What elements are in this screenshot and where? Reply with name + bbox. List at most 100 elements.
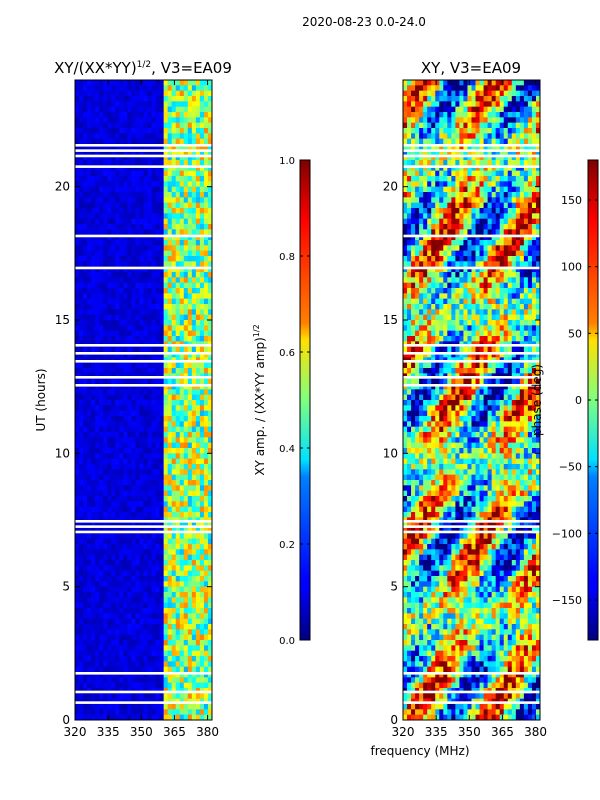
amplitude-heatmap-cell (159, 234, 164, 241)
amplitude-heatmap-cell (187, 80, 193, 86)
amplitude-heatmap-cell (103, 672, 108, 678)
amplitude-heatmap-cell (143, 330, 148, 337)
amplitude-heatmap-cell (167, 533, 173, 539)
amplitude-heatmap-cell (167, 602, 173, 609)
amplitude-heatmap-cell (163, 309, 168, 315)
phase-heatmap-cell (467, 149, 472, 155)
amplitude-heatmap-cell (163, 410, 168, 417)
amplitude-heatmap-cell (119, 224, 124, 230)
amplitude-heatmap-cell (207, 693, 212, 699)
phase-heatmap-cell (467, 165, 472, 171)
phase-heatmap-cell (411, 133, 416, 139)
amplitude-heatmap-cell (175, 538, 181, 545)
amplitude-heatmap-cell (191, 240, 197, 246)
amplitude-heatmap-cell (151, 186, 156, 193)
amplitude-heatmap-cell (95, 506, 100, 513)
amplitude-heatmap-cell (171, 80, 177, 86)
amplitude-heatmap-cell (203, 192, 209, 198)
amplitude-heatmap-cell (119, 496, 124, 502)
phase-heatmap-cell (515, 133, 521, 139)
phase-heatmap-cell (523, 154, 529, 161)
amplitude-heatmap-cell (127, 426, 132, 433)
amplitude-heatmap-cell (127, 298, 132, 305)
amplitude-heatmap-cell (83, 282, 88, 289)
phase-heatmap-cell (419, 101, 424, 107)
phase-heatmap-cell (523, 85, 529, 91)
amplitude-heatmap-cell (163, 181, 168, 187)
amplitude-heatmap-cell (99, 282, 104, 289)
amplitude-heatmap-cell (155, 442, 160, 449)
amplitude-heatmap-cell (87, 650, 92, 657)
phase-heatmap-cell (439, 202, 444, 209)
amplitude-heatmap-cell (87, 234, 92, 241)
amplitude-heatmap-cell (183, 656, 189, 662)
amplitude-heatmap-cell (179, 165, 185, 171)
amplitude-heatmap-cell (95, 544, 100, 550)
amplitude-heatmap-cell (199, 352, 205, 358)
amplitude-heatmap-cell (135, 448, 140, 454)
phase-heatmap-cell (495, 197, 501, 203)
amplitude-heatmap-cell (179, 288, 185, 294)
amplitude-heatmap-cell (75, 234, 80, 241)
amplitude-heatmap-cell (115, 624, 120, 630)
amplitude-heatmap-cell (103, 485, 108, 491)
amplitude-heatmap-cell (203, 693, 209, 699)
amplitude-heatmap-cell (187, 608, 193, 614)
amplitude-heatmap-cell (119, 538, 124, 545)
amplitude-heatmap-cell (175, 666, 181, 673)
amplitude-heatmap-cell (191, 672, 197, 678)
amplitude-heatmap-cell (87, 597, 92, 603)
amplitude-heatmap-cell (79, 682, 84, 689)
amplitude-heatmap-cell (183, 165, 189, 171)
amplitude-heatmap-cell (139, 469, 144, 475)
amplitude-heatmap-cell (115, 224, 120, 230)
amplitude-heatmap-cell (199, 346, 205, 353)
amplitude-heatmap-cell (119, 293, 124, 299)
amplitude-heatmap-cell (199, 554, 205, 561)
amplitude-heatmap-cell (123, 618, 128, 625)
amplitude-heatmap-cell (199, 656, 205, 662)
phase-heatmap-cell (475, 80, 480, 86)
phase-heatmap-cell (507, 154, 513, 161)
amplitude-x-tick-label: 380 (196, 725, 219, 739)
phase-heatmap-cell (443, 149, 448, 155)
amplitude-heatmap-cell (195, 501, 201, 507)
amplitude-heatmap-cell (159, 586, 164, 593)
amplitude-heatmap-cell (111, 261, 116, 267)
phase-heatmap-cell (447, 101, 452, 107)
amplitude-heatmap-cell (115, 437, 120, 443)
amplitude-heatmap-cell (207, 288, 212, 294)
amplitude-heatmap-cell (191, 309, 197, 315)
phase-heatmap-cell (411, 117, 416, 123)
amplitude-heatmap-cell (167, 101, 173, 107)
amplitude-heatmap-cell (167, 325, 173, 331)
amplitude-heatmap-cell (95, 192, 100, 198)
amplitude-heatmap-cell (95, 650, 100, 657)
amplitude-heatmap-cell (99, 133, 104, 139)
phase-heatmap-cell (459, 138, 464, 145)
amplitude-heatmap-cell (135, 378, 140, 385)
amplitude-heatmap-cell (207, 426, 212, 433)
amplitude-heatmap-cell (143, 122, 148, 129)
amplitude-heatmap-cell (143, 634, 148, 641)
amplitude-heatmap-cell (95, 464, 100, 470)
amplitude-heatmap-cell (83, 277, 88, 283)
amplitude-heatmap-cell (203, 240, 209, 246)
phase-heatmap-cell (519, 122, 525, 129)
amplitude-heatmap-cell (195, 165, 201, 171)
amplitude-heatmap-cell (127, 330, 132, 337)
amplitude-heatmap-cell (83, 554, 88, 561)
amplitude-heatmap-cell (75, 128, 80, 134)
amplitude-heatmap-cell (195, 682, 201, 689)
amplitude-heatmap-cell (91, 458, 96, 465)
amplitude-heatmap-cell (123, 432, 128, 438)
phase-heatmap-cell (431, 197, 436, 203)
amplitude-heatmap-cell (175, 325, 181, 331)
amplitude-heatmap-cell (75, 85, 80, 91)
amplitude-heatmap-cell (107, 229, 112, 235)
amplitude-heatmap-cell (143, 464, 148, 470)
amplitude-heatmap-cell (135, 464, 140, 470)
amplitude-heatmap-cell (163, 128, 168, 134)
amplitude-heatmap-cell (111, 304, 116, 310)
amplitude-heatmap-cell (119, 368, 124, 374)
